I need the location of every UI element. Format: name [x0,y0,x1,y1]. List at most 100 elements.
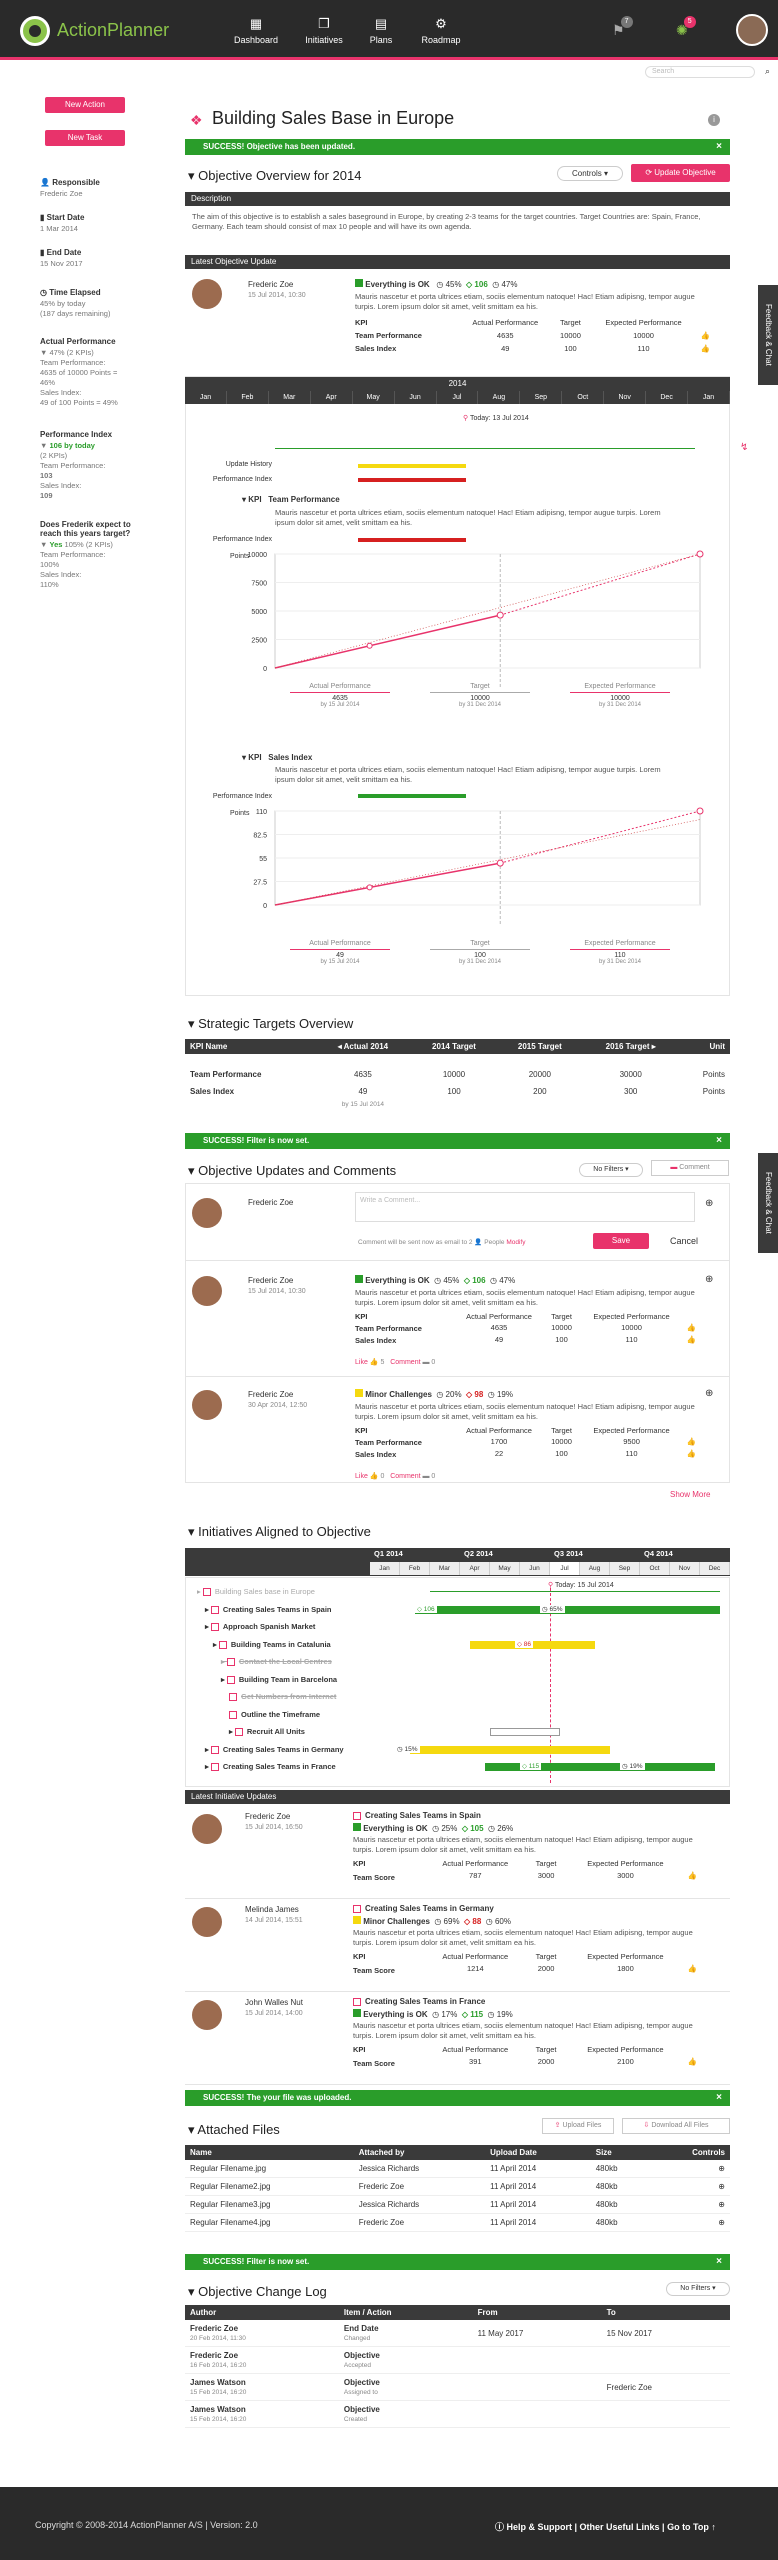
initiative-update-card: Frederic Zoe 15 Jul 2014, 16:50 Creating… [185,1806,730,1899]
objective-line [275,448,695,449]
new-task-button[interactable]: New Task [45,130,125,146]
kpi-heading[interactable]: ▾ KPI Sales Index [242,753,313,762]
feedback-chat-tab[interactable]: Feedback & Chat [758,285,778,385]
table-row[interactable]: Regular Filename4.jpg Frederic Zoe 11 Apri… [185,2213,730,2232]
upload-files-button[interactable]: ⇪ Upload Files [542,2118,614,2134]
new-action-button[interactable]: New Action [45,97,125,113]
add-icon[interactable]: ⊕ [650,2195,730,2214]
gantt-header: Q1 2014 Q2 2014 Q3 2014 Q4 2014 Jan Feb Mar Apr… [185,1548,730,1576]
avatar[interactable] [192,279,222,309]
table-row[interactable]: Regular Filename3.jpg Jessica Richards 11 … [185,2195,730,2214]
author-name[interactable]: Frederic Zoe [248,280,294,289]
initiative-row[interactable]: ▸ Creating Sales Teams in Spain [205,1604,332,1614]
footer-links[interactable]: ⓘ Help & Support | Other Useful Links | … [495,2522,716,2532]
add-icon[interactable]: ⊕ [650,2177,730,2196]
initiative-row[interactable]: ▸ Building Team in Barcelona [221,1674,338,1684]
sun-icon[interactable]: ✺ 5 [676,16,696,39]
initiative-row[interactable]: ▸ Building Teams in Catalunia [213,1639,331,1649]
initiative-row[interactable]: ▸ Recruit All Units [229,1727,305,1737]
month-label: Oct [640,1562,670,1575]
initiative-row[interactable]: ▸ Creating Sales Teams in Germany [205,1744,344,1754]
avatar[interactable] [192,1814,222,1844]
avatar[interactable] [192,2000,222,2030]
latest-update-label: Latest Objective Update [185,255,730,269]
update-objective-button[interactable]: ⟳ Update Objective [631,164,730,182]
month-label: Nov [670,1562,700,1575]
author-name[interactable]: John Walles Nut [245,1998,303,2007]
user-avatar[interactable] [736,14,768,46]
filter-dropdown[interactable]: No Filters ▾ [666,2282,730,2296]
avatar[interactable] [192,1276,222,1306]
performance-index-bar [358,794,466,798]
avatar[interactable] [192,1390,222,1420]
comment-input[interactable]: Write a Comment... [355,1192,695,1222]
like-comment-row[interactable]: Like 👍 0 Comment ▬ 0 [355,1473,436,1480]
save-button[interactable]: Save [593,1233,649,1249]
info-icon[interactable]: i [708,114,720,126]
upload-success-alert[interactable]: SUCCESS! The your file was uploaded. [185,2090,730,2106]
link-icon[interactable]: ↯ [740,442,749,453]
add-icon[interactable]: ⊕ [705,1274,714,1285]
logo-icon[interactable] [20,16,50,46]
like-comment-row[interactable]: Like 👍 5 Comment ▬ 0 [355,1359,436,1366]
author-name[interactable]: Frederic Zoe [248,1390,294,1399]
filter-success-alert[interactable]: SUCCESS! Filter is now set. [185,1133,730,1149]
status-badge: Minor Challenges ◷ 69% ◇ 88 ◷ 60% [353,1916,511,1926]
initiative-title[interactable]: Creating Sales Teams in Spain [353,1811,481,1820]
upload-icon: ⇪ [554,2122,561,2129]
initiative-row[interactable]: Outline the Timeframe [229,1710,320,1719]
target-line [274,819,701,906]
filter-dropdown[interactable]: No Filters ▾ [579,1163,643,1177]
cancel-button[interactable]: Cancel [670,1236,699,1246]
controls-dropdown[interactable]: Controls ▾ [557,166,623,181]
add-icon[interactable]: ⊕ [650,2160,730,2178]
table-row[interactable]: Regular Filename.jpg Jessica Richards 11 A… [185,2160,730,2178]
table-row[interactable]: Regular Filename2.jpg Frederic Zoe 11 Apri… [185,2177,730,2196]
initiatives-heading[interactable]: ▾ Initiatives Aligned to Objective [188,1524,371,1539]
success-alert[interactable]: SUCCESS! Objective has been updated. [185,139,730,155]
changelog-heading[interactable]: ▾ Objective Change Log [188,2284,327,2299]
author-name[interactable]: Frederic Zoe [248,1276,294,1285]
filter-success-alert[interactable]: SUCCESS! Filter is now set. [185,2254,730,2270]
search-icon[interactable]: ⌕ [765,66,771,76]
gantt-bar[interactable] [485,1763,715,1771]
initiative-row[interactable]: ▸ Building Sales base in Europe [197,1587,315,1597]
update-date: 30 Apr 2014, 12:50 [248,1402,308,1409]
column-header: Controls [650,2145,730,2160]
files-heading[interactable]: ▾ Attached Files [188,2122,280,2137]
comments-heading[interactable]: ▾ Objective Updates and Comments [188,1163,397,1178]
author-name[interactable]: Melinda James [245,1905,299,1914]
author-name[interactable]: Frederic Zoe [245,1812,291,1821]
month-label: Mar [269,391,311,404]
download-all-button[interactable]: ⇩ Download All Files [622,2118,730,2134]
nav-initiatives[interactable]: ❐ Initiatives [294,16,354,45]
flag-icon[interactable]: ⚑ 7 [612,16,633,39]
kpi-heading[interactable]: ▾ KPI Team Performance [242,495,340,504]
nav-dashboard[interactable]: ▦ Dashboard [226,16,286,45]
show-more-link[interactable]: Show More [670,1490,711,1499]
add-icon[interactable]: ⊕ [705,1388,714,1399]
feedback-chat-tab[interactable]: Feedback & Chat [758,1153,778,1253]
comment-button[interactable]: ▬ Comment [651,1160,729,1176]
modify-link[interactable]: Modify [506,1239,526,1246]
column-header: To [601,2305,730,2320]
gantt-bar[interactable] [490,1728,560,1736]
add-icon[interactable]: ⊕ [650,2213,730,2232]
gantt-bar[interactable] [410,1745,610,1754]
initiative-row[interactable]: ▸ Contact the Local Centres [221,1657,332,1667]
nav-roadmap[interactable]: ⚙ Roadmap [411,16,471,45]
month-label: Sep [520,391,563,404]
initiative-row[interactable]: Get Numbers from Internet [229,1692,336,1702]
strategic-heading[interactable]: ▾ Strategic Targets Overview [188,1016,354,1031]
overview-heading[interactable]: ▾ Objective Overview for 2014 [188,168,362,183]
initiative-title[interactable]: Creating Sales Teams in Germany [353,1904,494,1913]
nav-plans[interactable]: ▤ Plans [351,16,411,45]
month-label: Apr [311,391,353,404]
initiative-title[interactable]: Creating Sales Teams in France [353,1997,485,2006]
avatar[interactable] [192,1907,222,1937]
gantt-bar[interactable] [415,1605,720,1614]
initiative-row[interactable]: ▸ Approach Spanish Market [205,1622,316,1632]
add-icon[interactable]: ⊕ [705,1198,714,1209]
initiative-row[interactable]: ▸ Creating Sales Teams in France [205,1762,336,1772]
search-input[interactable]: Search [645,66,755,78]
